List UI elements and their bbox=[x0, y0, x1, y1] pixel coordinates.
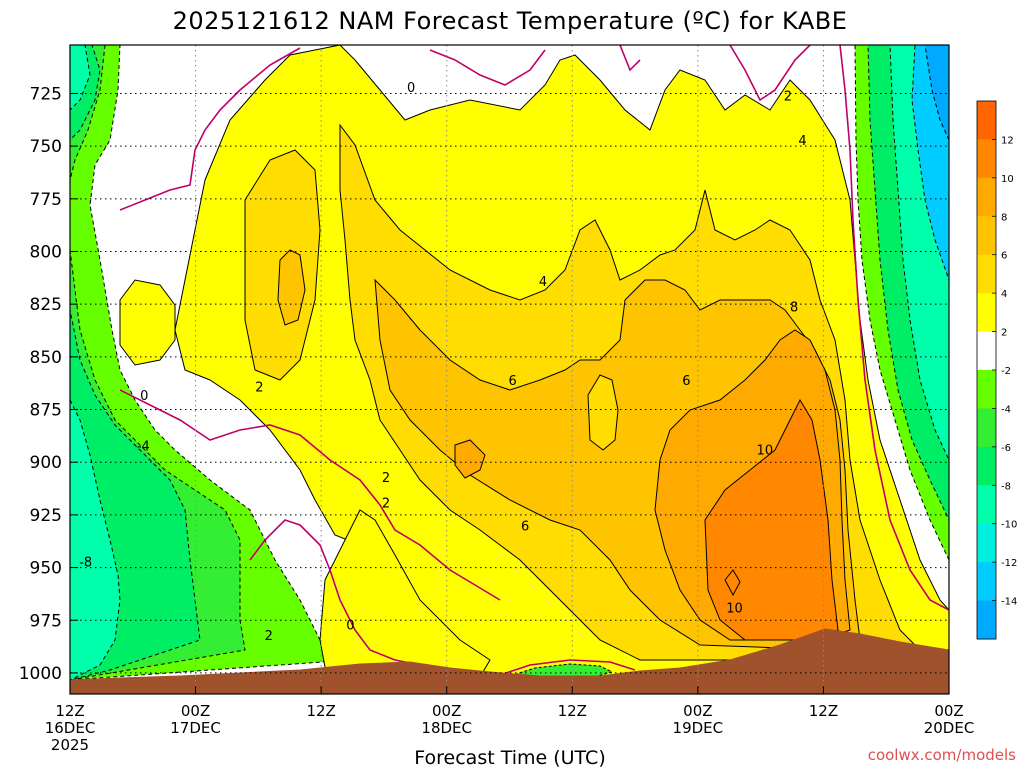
contour-label: -8 bbox=[79, 555, 92, 570]
warm-region-6-hole bbox=[587, 374, 619, 451]
colorbar-label: -4 bbox=[1001, 404, 1011, 415]
cold-region-left-8 bbox=[70, 45, 121, 681]
x-tick-label: 12Z bbox=[809, 702, 838, 720]
colorbar-label: -12 bbox=[1001, 558, 1017, 569]
colorbar-bin bbox=[977, 370, 996, 409]
colorbar-bin bbox=[977, 600, 996, 640]
x-tick-label: 00Z bbox=[934, 702, 963, 720]
grid bbox=[70, 45, 949, 694]
plot-area bbox=[70, 45, 949, 694]
chart-title: 2025121612 NAM Forecast Temperature (ºC)… bbox=[173, 7, 848, 35]
contour-label: 6 bbox=[508, 374, 516, 389]
contour-label: 10 bbox=[757, 444, 774, 459]
x-tick-label: 00Z bbox=[181, 702, 210, 720]
colorbar-label: -6 bbox=[1001, 443, 1011, 454]
freezing-contour-top bbox=[429, 45, 641, 86]
plot-frame bbox=[69, 44, 950, 695]
colorbar-label: 10 bbox=[1001, 174, 1014, 185]
colorbar-label: 8 bbox=[1001, 212, 1007, 223]
x-tick-label: 19DEC bbox=[673, 719, 724, 737]
x-tick-label: 12Z bbox=[558, 702, 587, 720]
cold-region-right-14 bbox=[924, 45, 949, 141]
colorbar-bin bbox=[977, 408, 996, 448]
y-tick-label: 1000 bbox=[19, 664, 62, 684]
x-axis-label: Forecast Time (UTC) bbox=[414, 747, 605, 768]
colorbar-bin bbox=[977, 254, 996, 294]
contour-label: 2 bbox=[382, 471, 390, 486]
colorbar-label: -10 bbox=[1001, 520, 1017, 531]
warm-region-10-small bbox=[724, 569, 741, 597]
contour-label: 6 bbox=[682, 374, 690, 389]
freezing-contour-main bbox=[119, 47, 301, 211]
colorbar-label: -2 bbox=[1001, 366, 1011, 377]
warm-region-2-left-blob bbox=[119, 279, 176, 366]
contour-labels: 0 2 4 4 8 0 2 6 6 -4 10 2 2 6 -8 10 0 2 bbox=[79, 81, 806, 644]
colorbar-bin bbox=[977, 101, 996, 140]
x-tick-label: 12Z bbox=[55, 702, 84, 720]
colorbar-label: -8 bbox=[1001, 481, 1011, 492]
contour-label: -4 bbox=[137, 439, 150, 454]
contour-label: 2 bbox=[382, 496, 390, 511]
y-tick-label: 925 bbox=[30, 506, 62, 526]
y-tick-label: 725 bbox=[30, 84, 62, 104]
contour-label: 0 bbox=[407, 81, 415, 96]
x-tick-label: 12Z bbox=[306, 702, 335, 720]
y-axis: 725 750 775 800 825 850 875 900 925 950 975 1000 bbox=[19, 84, 78, 684]
x-tick-label: 00Z bbox=[432, 702, 461, 720]
colorbar-bin bbox=[977, 562, 996, 602]
colorbar-label: 2 bbox=[1001, 328, 1007, 339]
contour-label: 0 bbox=[140, 389, 148, 404]
colorbar-bin bbox=[977, 485, 996, 525]
colorbar: -14 -12 -10 -8 -6 -4 -2 2 4 6 8 10 12 bbox=[976, 100, 1017, 640]
contour-label: 10 bbox=[726, 602, 743, 617]
colorbar-bin bbox=[977, 446, 996, 486]
y-tick-label: 875 bbox=[30, 401, 62, 421]
contour-label: 2 bbox=[784, 90, 792, 105]
colorbar-label: -14 bbox=[1001, 597, 1017, 608]
contour-label: 0 bbox=[346, 618, 354, 633]
contour-label: 4 bbox=[798, 134, 806, 149]
y-tick-label: 825 bbox=[30, 295, 62, 315]
x-tick-label: 2025 bbox=[51, 736, 89, 754]
colorbar-bin bbox=[977, 177, 996, 217]
y-tick-label: 850 bbox=[30, 348, 62, 368]
colorbar-bin bbox=[977, 331, 996, 371]
freezing-contour-right bbox=[729, 45, 949, 611]
y-tick-label: 975 bbox=[30, 611, 62, 631]
colorbar-label: 6 bbox=[1001, 251, 1007, 262]
colorbar-label: 4 bbox=[1001, 289, 1007, 300]
colorbar-bin bbox=[977, 293, 996, 333]
y-tick-label: 950 bbox=[30, 559, 62, 579]
contour-label: 4 bbox=[539, 275, 547, 290]
x-tick-label: 00Z bbox=[683, 702, 712, 720]
contour-label: 8 bbox=[790, 300, 798, 315]
y-tick-label: 750 bbox=[30, 137, 62, 157]
y-tick-label: 800 bbox=[30, 243, 62, 263]
contour-label: 6 bbox=[521, 519, 529, 534]
contour-label: 2 bbox=[255, 380, 263, 395]
x-tick-label: 20DEC bbox=[924, 719, 975, 737]
credit-text: coolwx.com/models bbox=[868, 746, 1016, 764]
x-tick-label: 17DEC bbox=[170, 719, 221, 737]
terrain bbox=[70, 628, 949, 694]
colorbar-bin bbox=[977, 216, 996, 256]
y-tick-label: 900 bbox=[30, 453, 62, 473]
freezing-contour-lower-left bbox=[119, 389, 501, 601]
colorbar-bin bbox=[977, 139, 996, 179]
freezing-contour-bottom-center bbox=[499, 659, 636, 676]
colorbar-label: 12 bbox=[1001, 135, 1014, 146]
y-tick-label: 775 bbox=[30, 190, 62, 210]
x-tick-label: 16DEC bbox=[45, 719, 96, 737]
x-tick-label: 18DEC bbox=[421, 719, 472, 737]
contour-label: 2 bbox=[265, 629, 273, 644]
colorbar-bin bbox=[977, 523, 996, 563]
